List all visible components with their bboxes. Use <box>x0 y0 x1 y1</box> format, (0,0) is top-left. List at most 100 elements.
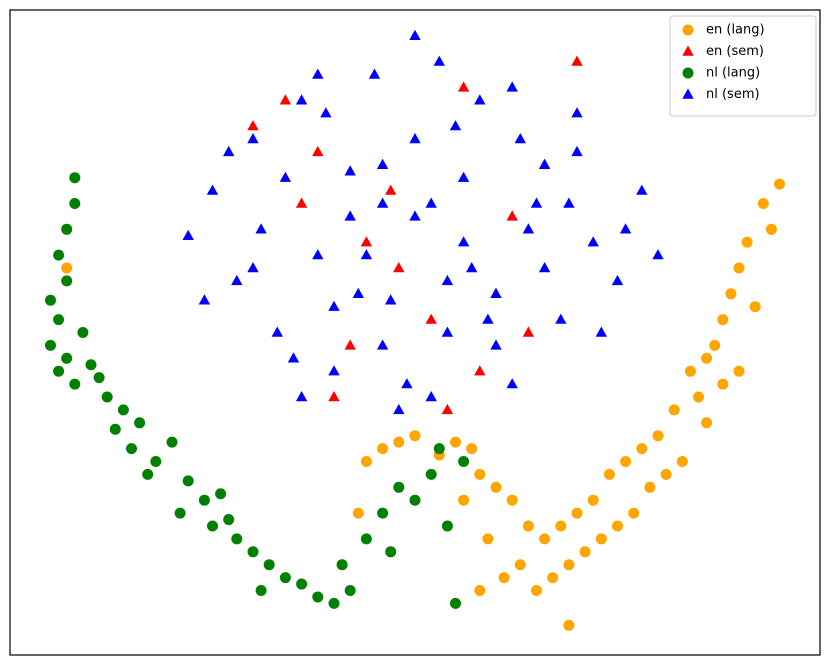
point <box>628 507 640 519</box>
point <box>676 456 688 467</box>
point <box>215 488 227 500</box>
point <box>182 229 194 240</box>
point <box>684 365 696 377</box>
point <box>717 314 729 326</box>
point <box>255 585 267 596</box>
point <box>69 172 81 184</box>
point <box>717 378 729 390</box>
point <box>458 494 470 506</box>
point <box>376 158 389 169</box>
point <box>620 456 632 467</box>
point <box>522 326 535 337</box>
point <box>295 391 308 402</box>
point <box>312 249 324 260</box>
marks <box>45 29 785 631</box>
point <box>636 443 648 455</box>
point <box>279 572 291 584</box>
point <box>506 210 518 221</box>
point <box>296 578 308 590</box>
point <box>255 223 267 234</box>
point <box>409 210 421 221</box>
point <box>134 417 146 429</box>
point <box>603 468 615 480</box>
point <box>725 288 737 300</box>
point <box>441 326 454 337</box>
point <box>701 417 713 429</box>
point <box>385 294 397 305</box>
point <box>263 559 275 571</box>
legend-label: nl (lang) <box>706 66 760 81</box>
point <box>571 55 583 66</box>
point <box>474 468 486 480</box>
point <box>344 210 356 221</box>
point <box>376 339 389 350</box>
point <box>441 403 454 415</box>
point <box>571 107 583 118</box>
plot-frame <box>9 9 821 656</box>
point <box>376 197 389 208</box>
point <box>45 294 56 306</box>
legend-label: en (sem) <box>706 44 764 59</box>
point <box>433 443 445 455</box>
point <box>441 520 453 532</box>
point <box>377 443 389 455</box>
point <box>482 533 494 545</box>
point <box>93 372 105 384</box>
point <box>223 145 235 157</box>
point <box>474 365 486 376</box>
point <box>312 145 324 157</box>
point <box>109 423 121 435</box>
point <box>377 507 389 519</box>
point <box>53 365 65 377</box>
point <box>271 326 283 337</box>
point <box>174 507 186 519</box>
point <box>652 249 664 260</box>
point <box>466 443 478 455</box>
point <box>45 339 56 351</box>
point <box>425 313 437 324</box>
point <box>287 352 300 363</box>
point <box>482 313 494 324</box>
point <box>53 249 65 261</box>
legend-marker <box>682 88 694 99</box>
point <box>393 403 405 415</box>
point <box>409 430 421 442</box>
point <box>709 339 721 351</box>
point <box>522 520 534 532</box>
point <box>279 171 292 182</box>
point <box>522 223 535 234</box>
point <box>85 359 97 371</box>
point <box>206 184 219 195</box>
point <box>490 481 502 493</box>
point <box>425 391 437 402</box>
point <box>733 365 745 377</box>
point <box>474 94 486 105</box>
point <box>579 546 591 558</box>
point <box>611 274 624 286</box>
point <box>450 597 461 609</box>
point <box>555 313 567 324</box>
point <box>409 494 421 506</box>
point <box>514 559 526 571</box>
point <box>474 585 486 596</box>
point <box>61 223 73 235</box>
point <box>207 520 218 532</box>
point <box>247 546 259 558</box>
point <box>77 327 89 338</box>
point <box>61 352 73 364</box>
point <box>587 494 599 506</box>
point <box>693 391 704 403</box>
point <box>247 133 259 144</box>
point <box>231 274 243 286</box>
point <box>555 520 567 532</box>
point <box>619 223 632 234</box>
point <box>531 585 542 596</box>
point <box>61 275 73 287</box>
point <box>441 274 454 286</box>
point <box>401 378 413 389</box>
point <box>498 572 510 584</box>
point <box>360 249 373 260</box>
point <box>563 619 575 631</box>
point <box>344 585 356 596</box>
